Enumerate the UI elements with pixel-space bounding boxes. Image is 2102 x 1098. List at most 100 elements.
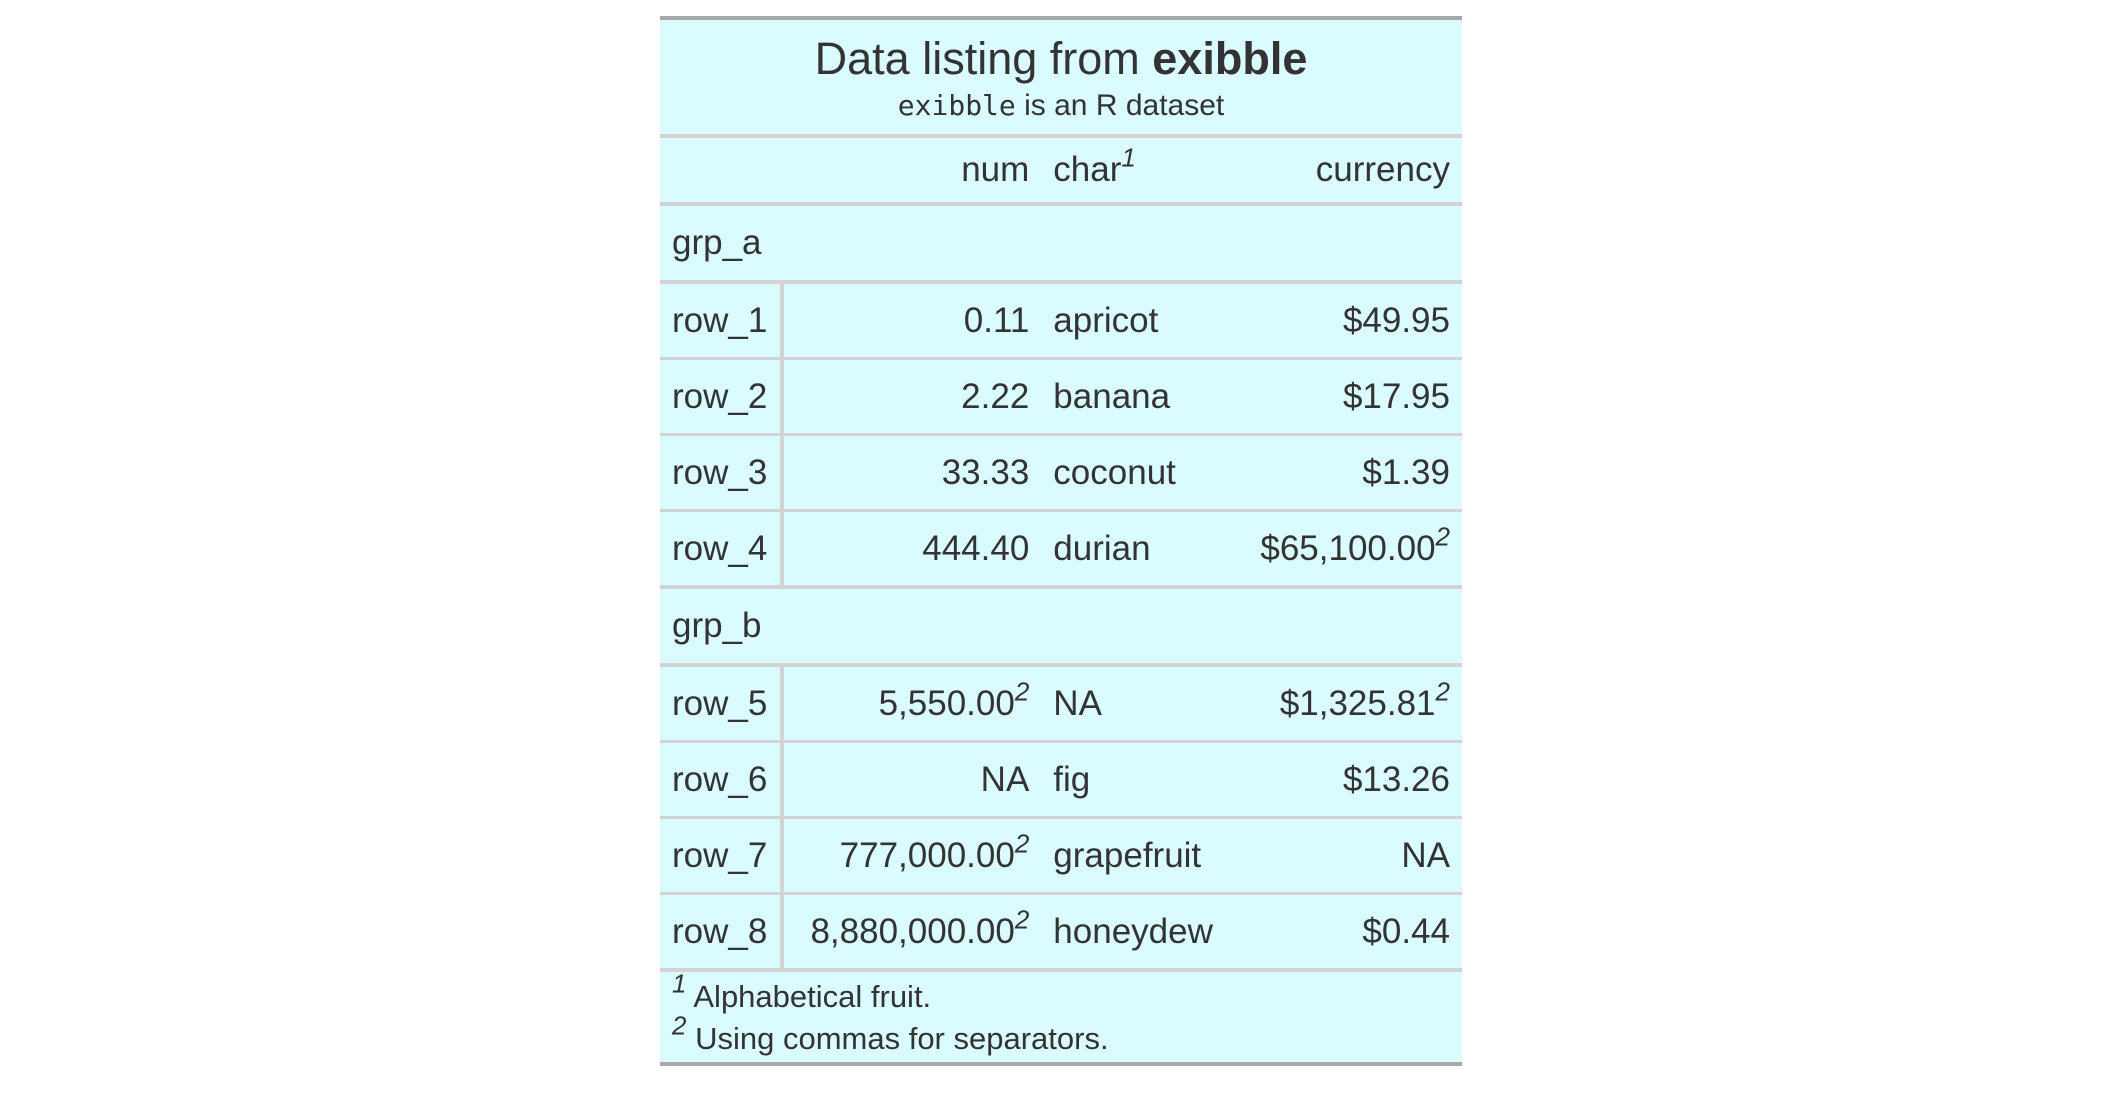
char-cell: banana bbox=[1041, 358, 1236, 436]
table-row: row_6 NA fig $13.26 bbox=[660, 741, 1462, 819]
currency-cell-value: $49.95 bbox=[1342, 300, 1450, 340]
num-cell: 444.40 bbox=[782, 510, 1042, 589]
footnote-mark: 2 bbox=[1014, 828, 1030, 859]
currency-cell: $1,325.812 bbox=[1235, 665, 1462, 743]
table-row: row_3 33.33 coconut $1.39 bbox=[660, 434, 1462, 512]
currency-cell-value: $65,100.00 bbox=[1260, 528, 1436, 568]
char-cell-value: apricot bbox=[1053, 300, 1159, 340]
row-label: row_1 bbox=[660, 282, 784, 360]
footnote-mark: 2 bbox=[1014, 676, 1030, 707]
column-header-currency: currency bbox=[1235, 136, 1462, 206]
column-header-row: num char1 currency bbox=[660, 136, 1462, 206]
currency-cell-value: NA bbox=[1401, 835, 1450, 875]
group-label: grp_a bbox=[660, 204, 1462, 284]
char-cell: durian bbox=[1041, 510, 1236, 589]
column-header-num: num bbox=[782, 136, 1042, 206]
table-body: grp_a row_1 0.11 apricot $49.95 row_2 2.22 bana… bbox=[660, 204, 1462, 972]
footnote-text: Alphabetical fruit. bbox=[693, 979, 932, 1014]
char-cell-value: durian bbox=[1053, 528, 1151, 568]
currency-cell-value: $17.95 bbox=[1342, 376, 1450, 416]
column-header-stub bbox=[660, 136, 782, 206]
footnote-mark: 1 bbox=[1121, 142, 1136, 173]
currency-cell-value: $1.39 bbox=[1362, 452, 1450, 492]
num-cell-value: 0.11 bbox=[963, 300, 1030, 340]
char-cell-value: coconut bbox=[1053, 452, 1176, 492]
footnote-mark: 1 bbox=[672, 968, 687, 999]
table-subtitle: exibble is an R dataset bbox=[660, 86, 1462, 138]
currency-cell-value: $0.44 bbox=[1362, 911, 1450, 951]
char-cell-value: fig bbox=[1053, 759, 1091, 799]
group-row: grp_a bbox=[660, 204, 1462, 284]
currency-cell-value: $13.26 bbox=[1342, 759, 1450, 799]
currency-cell: $17.95 bbox=[1235, 358, 1462, 436]
currency-cell: $65,100.002 bbox=[1235, 510, 1462, 589]
row-label-value: row_5 bbox=[672, 683, 768, 723]
footnote-mark: 2 bbox=[1435, 676, 1450, 707]
footnote: 1 Alphabetical fruit. bbox=[672, 971, 1450, 1018]
subtitle-text: is an R dataset bbox=[1015, 89, 1225, 122]
table-title: Data listing from exibble bbox=[660, 18, 1462, 86]
char-cell: fig bbox=[1041, 741, 1236, 819]
char-cell: apricot bbox=[1041, 282, 1236, 360]
row-label: row_7 bbox=[660, 817, 784, 895]
currency-cell: $0.44 bbox=[1235, 893, 1462, 972]
subtitle-code: exibble bbox=[897, 89, 1016, 122]
row-label: row_8 bbox=[660, 893, 784, 972]
table-row: row_2 2.22 banana $17.95 bbox=[660, 358, 1462, 436]
footnote-mark: 2 bbox=[672, 1010, 687, 1041]
table-row: row_4 444.40 durian $65,100.002 bbox=[660, 510, 1462, 589]
char-cell-value: NA bbox=[1053, 683, 1102, 723]
row-label-value: row_2 bbox=[672, 376, 768, 416]
num-cell: 33.33 bbox=[782, 434, 1042, 512]
num-cell-value: 5,550.00 bbox=[878, 683, 1015, 723]
subtitle-row: exibble is an R dataset bbox=[660, 86, 1462, 138]
num-cell-value: 777,000.00 bbox=[839, 835, 1015, 875]
table-row: row_1 0.11 apricot $49.95 bbox=[660, 282, 1462, 360]
footnote-text: Using commas for separators. bbox=[695, 1021, 1109, 1056]
currency-cell: NA bbox=[1235, 817, 1462, 895]
num-cell-value: NA bbox=[980, 759, 1030, 799]
num-cell: NA bbox=[782, 741, 1042, 819]
currency-cell: $49.95 bbox=[1235, 282, 1462, 360]
num-cell-value: 2.22 bbox=[961, 376, 1030, 416]
footnote-mark: 2 bbox=[1014, 904, 1030, 935]
currency-cell: $13.26 bbox=[1235, 741, 1462, 819]
row-label-value: row_7 bbox=[672, 835, 768, 875]
row-label: row_2 bbox=[660, 358, 784, 436]
column-header-char-label: char bbox=[1053, 150, 1122, 189]
num-cell-value: 33.33 bbox=[941, 452, 1030, 492]
char-cell: coconut bbox=[1041, 434, 1236, 512]
table-title-bold: exibble bbox=[1152, 33, 1308, 84]
column-header-char: char1 bbox=[1041, 136, 1236, 206]
row-label: row_3 bbox=[660, 434, 784, 512]
group-label: grp_b bbox=[660, 587, 1462, 667]
char-cell-value: banana bbox=[1053, 376, 1171, 416]
currency-cell-value: $1,325.81 bbox=[1279, 683, 1436, 723]
row-label: row_5 bbox=[660, 665, 784, 743]
num-cell: 2.22 bbox=[782, 358, 1042, 436]
row-label-value: row_8 bbox=[672, 911, 768, 951]
char-cell: grapefruit bbox=[1041, 817, 1236, 895]
row-label-value: row_1 bbox=[672, 300, 768, 340]
footnotes-row: 1 Alphabetical fruit. 2 Using commas for … bbox=[660, 970, 1462, 1064]
currency-cell: $1.39 bbox=[1235, 434, 1462, 512]
footnote: 2 Using commas for separators. bbox=[672, 1013, 1450, 1060]
num-cell: 777,000.002 bbox=[782, 817, 1042, 895]
num-cell: 5,550.002 bbox=[782, 665, 1042, 743]
char-cell-value: grapefruit bbox=[1053, 835, 1202, 875]
num-cell-value: 8,880,000.00 bbox=[810, 911, 1015, 951]
num-cell: 0.11 bbox=[782, 282, 1042, 360]
table-row: row_8 8,880,000.002 honeydew $0.44 bbox=[660, 893, 1462, 972]
row-label-value: row_6 bbox=[672, 759, 768, 799]
row-label: row_4 bbox=[660, 510, 784, 589]
char-cell: NA bbox=[1041, 665, 1236, 743]
char-cell: honeydew bbox=[1041, 893, 1236, 972]
row-label: row_6 bbox=[660, 741, 784, 819]
table-row: row_7 777,000.002 grapefruit NA bbox=[660, 817, 1462, 895]
num-cell: 8,880,000.002 bbox=[782, 893, 1042, 972]
footnote-mark: 2 bbox=[1435, 521, 1450, 552]
num-cell-value: 444.40 bbox=[922, 528, 1030, 568]
data-table: Data listing from exibble exibble is an … bbox=[660, 16, 1462, 1066]
title-row: Data listing from exibble bbox=[660, 18, 1462, 86]
row-label-value: row_3 bbox=[672, 452, 768, 492]
